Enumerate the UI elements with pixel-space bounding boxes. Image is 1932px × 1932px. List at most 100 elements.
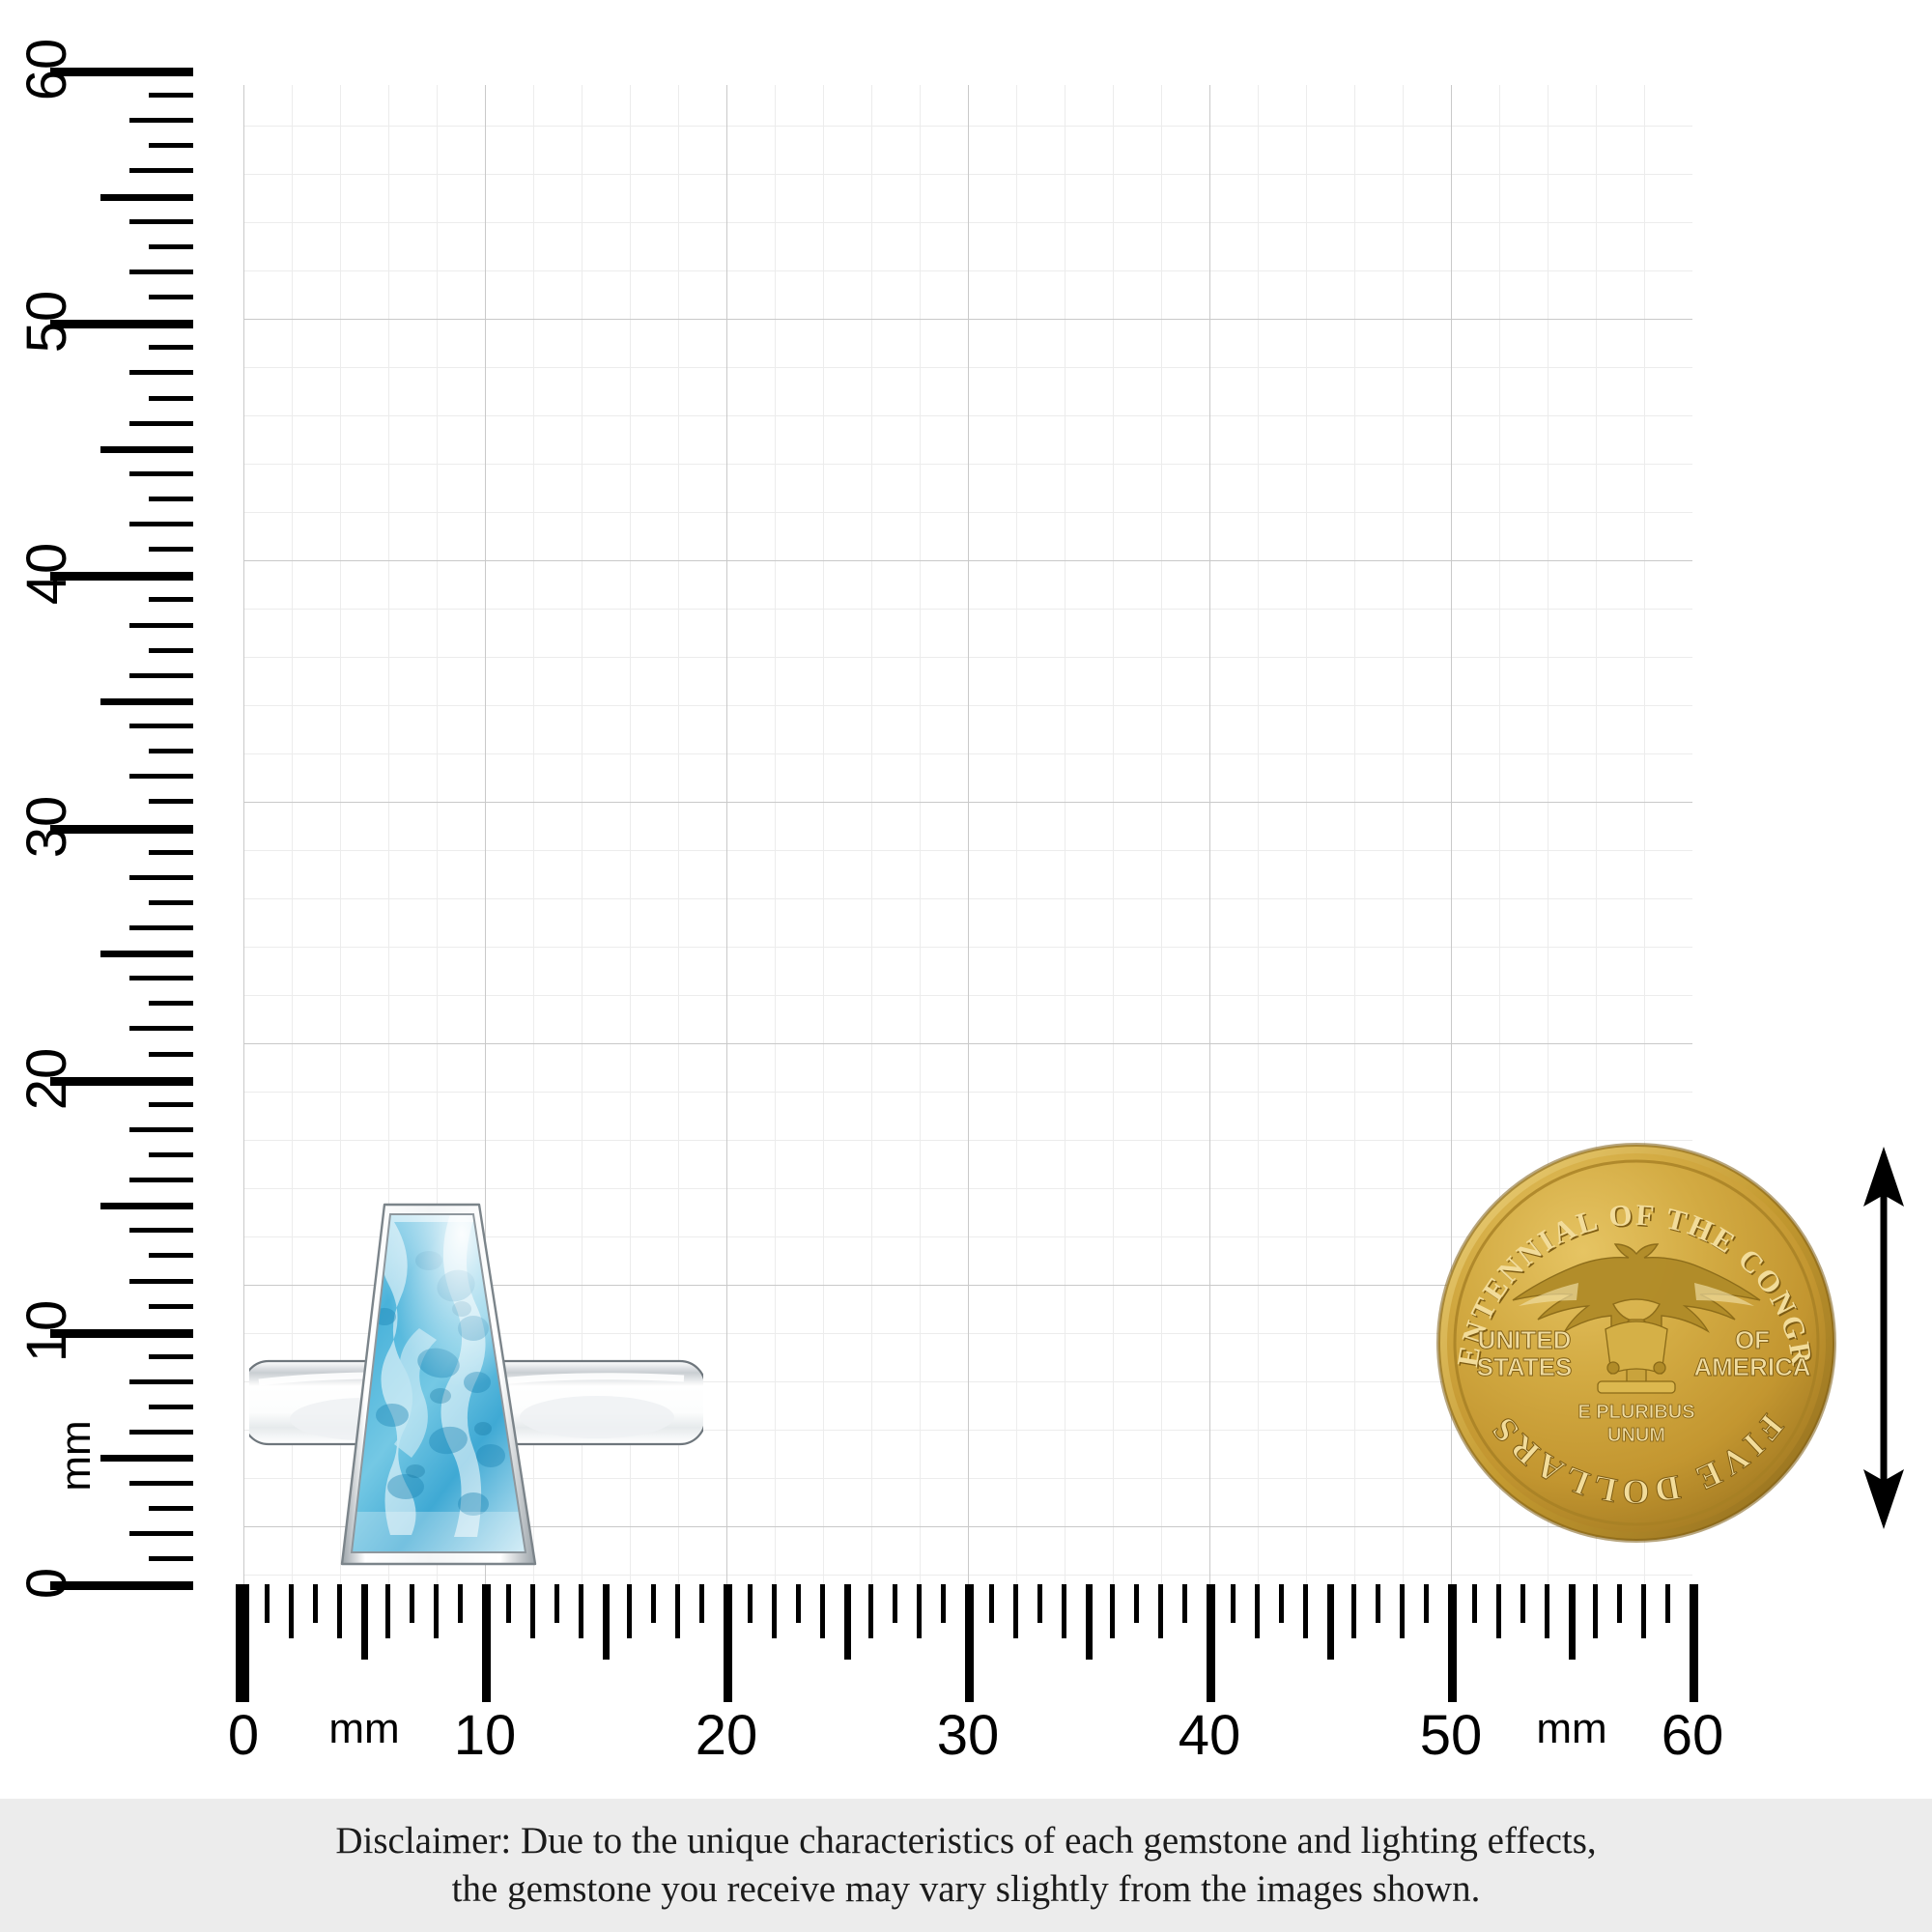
- vertical-ruler-tick: [129, 1430, 193, 1435]
- vertical-ruler-tick: [149, 1152, 193, 1158]
- larimar-ring-image: [249, 1203, 703, 1566]
- vertical-ruler-tick: [129, 1026, 193, 1032]
- horizontal-ruler-tick: [1327, 1584, 1334, 1660]
- horizontal-ruler-tick: [361, 1584, 368, 1660]
- horizontal-ruler-tick: [1496, 1584, 1501, 1638]
- horizontal-ruler-tick: [917, 1584, 922, 1638]
- horizontal-ruler-tick: [1231, 1584, 1236, 1623]
- vertical-ruler-tick: [129, 218, 193, 224]
- coin-motto-line1: E PLURIBUS: [1577, 1402, 1694, 1423]
- disclaimer-line-1: Disclaimer: Due to the unique characteri…: [335, 1820, 1597, 1862]
- horizontal-ruler-tick: [1520, 1584, 1525, 1623]
- horizontal-ruler-tick: [1158, 1584, 1163, 1638]
- vertical-ruler-tick: [100, 697, 193, 705]
- horizontal-ruler-label: 60: [1661, 1704, 1724, 1767]
- horizontal-ruler-tick: [1279, 1584, 1284, 1623]
- vertical-ruler-tick: [50, 1581, 193, 1590]
- horizontal-ruler-tick: [506, 1584, 511, 1623]
- horizontal-ruler-tick: [241, 1584, 249, 1702]
- horizontal-ruler-tick: [699, 1584, 704, 1623]
- horizontal-ruler-label: 10: [453, 1704, 517, 1767]
- vertical-ruler-tick: [50, 320, 193, 329]
- vertical-ruler-tick: [50, 1076, 193, 1086]
- vertical-ruler-tick: [149, 295, 193, 300]
- vertical-ruler-label: 10: [15, 1299, 78, 1363]
- horizontal-ruler-tick: [1665, 1584, 1670, 1623]
- vertical-ruler-tick: [50, 572, 193, 582]
- vertical-ruler-tick: [149, 1353, 193, 1359]
- vertical-ruler-tick: [149, 243, 193, 249]
- horizontal-ruler-tick: [893, 1584, 897, 1623]
- horizontal-ruler-tick: [1134, 1584, 1139, 1623]
- vertical-ruler-tick: [50, 68, 193, 76]
- vertical-ruler-tick: [129, 470, 193, 476]
- horizontal-ruler-tick: [1351, 1584, 1356, 1638]
- disclaimer-line-2: the gemstone you receive may vary slight…: [451, 1868, 1481, 1910]
- vertical-ruler-tick: [129, 118, 193, 124]
- vertical-ruler-tick: [149, 749, 193, 754]
- vertical-ruler-tick: [129, 1530, 193, 1536]
- horizontal-ruler-tick: [724, 1584, 732, 1702]
- horizontal-ruler-tick: [530, 1584, 535, 1638]
- horizontal-ruler-tick: [1690, 1584, 1698, 1702]
- horizontal-ruler-tick: [434, 1584, 439, 1638]
- horizontal-ruler-tick: [1448, 1584, 1457, 1702]
- horizontal-ruler-tick: [1037, 1584, 1042, 1623]
- coin-left-legend-line1: UNITED: [1478, 1325, 1572, 1354]
- horizontal-ruler-tick: [651, 1584, 656, 1623]
- vertical-ruler-tick: [149, 345, 193, 351]
- vertical-ruler-tick: [149, 1405, 193, 1410]
- vertical-ruler-tick: [129, 874, 193, 880]
- horizontal-ruler-label: 50: [1419, 1704, 1483, 1767]
- vertical-ruler-tick: [149, 1555, 193, 1561]
- mace-relief: [1597, 1319, 1676, 1394]
- vertical-ruler-tick: [100, 1455, 193, 1463]
- horizontal-ruler-tick: [627, 1584, 632, 1638]
- horizontal-ruler-tick: [1545, 1584, 1549, 1638]
- vertical-ruler-label: 60: [15, 38, 78, 101]
- horizontal-ruler-tick: [1400, 1584, 1405, 1638]
- horizontal-ruler-tick: [1424, 1584, 1429, 1623]
- vertical-ruler-tick: [149, 496, 193, 501]
- vertical-ruler-tick: [149, 1001, 193, 1007]
- vertical-ruler-tick: [50, 824, 193, 834]
- vertical-ruler-tick: [129, 976, 193, 981]
- coin-right-legend-line2: AMERICA: [1693, 1352, 1811, 1381]
- vertical-ruler-tick: [149, 1253, 193, 1259]
- coin-left-legend-line2: STATES: [1477, 1352, 1573, 1381]
- horizontal-ruler-tick: [941, 1584, 946, 1623]
- horizontal-ruler-unit-label: mm: [1536, 1705, 1607, 1752]
- horizontal-ruler-tick: [603, 1584, 610, 1660]
- horizontal-ruler-tick: [1472, 1584, 1477, 1623]
- vertical-ruler-tick: [129, 1379, 193, 1385]
- horizontal-ruler-unit-label: mm: [328, 1705, 400, 1752]
- vertical-ruler-tick: [100, 1203, 193, 1210]
- horizontal-ruler-tick: [796, 1584, 801, 1623]
- vertical-ruler: 0 10 20 30 40 50 60 mm: [0, 0, 243, 1623]
- horizontal-ruler-tick: [1207, 1584, 1215, 1702]
- horizontal-ruler-tick: [482, 1584, 491, 1702]
- horizontal-ruler-tick: [675, 1584, 680, 1638]
- vertical-ruler-tick: [129, 420, 193, 426]
- horizontal-ruler-tick: [410, 1584, 414, 1623]
- vertical-ruler-tick: [149, 597, 193, 603]
- vertical-ruler-tick: [149, 1303, 193, 1309]
- vertical-ruler-tick: [129, 1278, 193, 1284]
- vertical-ruler-tick: [149, 547, 193, 553]
- vertical-ruler-tick: [129, 622, 193, 628]
- vertical-ruler-tick: [149, 647, 193, 653]
- horizontal-ruler-tick: [1303, 1584, 1308, 1638]
- vertical-ruler-label: 40: [15, 543, 78, 606]
- horizontal-ruler-label: 0: [227, 1704, 260, 1767]
- coin-motto-line2: UNUM: [1607, 1425, 1665, 1446]
- vertical-ruler-tick: [129, 168, 193, 174]
- vertical-ruler-tick: [149, 799, 193, 805]
- vertical-ruler-label: 20: [15, 1047, 78, 1110]
- coin-right-legend-line1: OF: [1735, 1325, 1770, 1354]
- horizontal-ruler-tick: [1617, 1584, 1622, 1623]
- horizontal-ruler-tick: [1255, 1584, 1260, 1638]
- horizontal-ruler-tick: [1062, 1584, 1066, 1638]
- horizontal-ruler-tick: [772, 1584, 777, 1638]
- horizontal-ruler-tick: [313, 1584, 318, 1623]
